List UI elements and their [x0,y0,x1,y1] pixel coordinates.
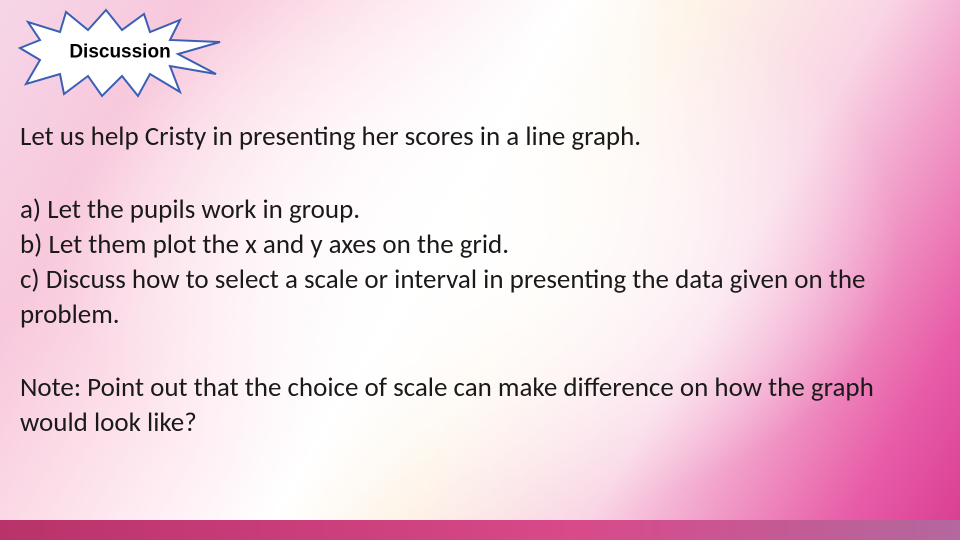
list-item: b) Let them plot the x and y axes on the… [20,227,940,262]
content-block: Let us help Cristy in presenting her sco… [20,120,940,440]
list-item: c) Discuss how to select a scale or inte… [20,262,940,332]
slide: Discussion Let us help Cristy in present… [0,0,960,540]
discussion-label: Discussion [69,42,170,64]
discussion-badge: Discussion [10,8,230,98]
list-item: a) Let the pupils work in group. [20,192,940,227]
intro-text: Let us help Cristy in presenting her sco… [20,120,940,154]
bottom-accent-bar [0,520,960,540]
note-text: Note: Point out that the choice of scale… [20,370,940,440]
